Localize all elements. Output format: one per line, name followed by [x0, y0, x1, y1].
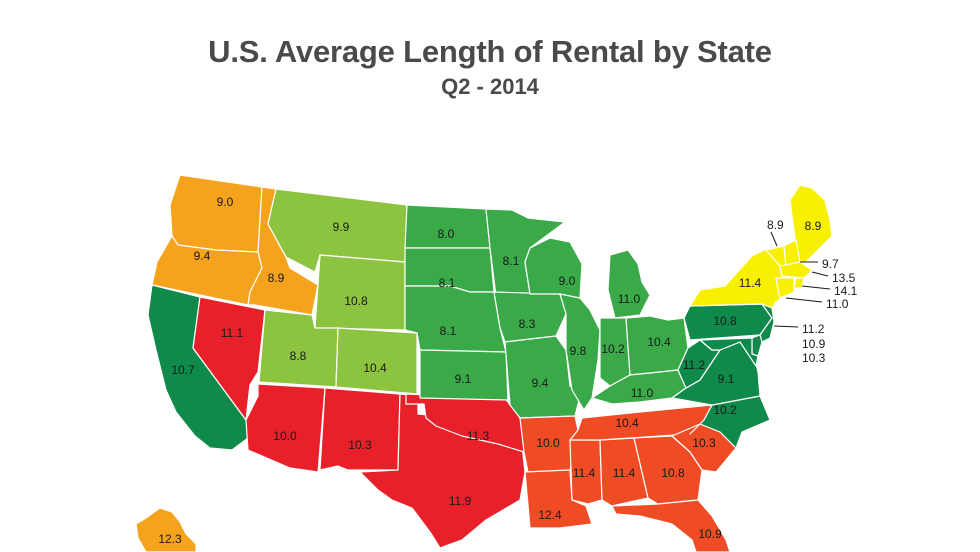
value-label-co: 10.4: [363, 361, 387, 375]
value-label-ny: 11.4: [739, 276, 762, 290]
value-label-tn: 10.4: [615, 416, 639, 430]
state-ok: [405, 393, 525, 453]
value-label-ga: 10.8: [661, 466, 685, 480]
map-subtitle: Q2 - 2014: [441, 74, 539, 99]
value-label-wa: 9.0: [217, 195, 234, 209]
value-label-vt: 8.9: [767, 218, 784, 232]
value-label-de: 10.9: [802, 337, 826, 351]
value-label-tx: 11.9: [449, 494, 472, 508]
state-ak: [135, 507, 197, 552]
value-label-wv: 11.2: [683, 358, 706, 372]
value-label-mo: 9.4: [532, 376, 549, 390]
value-label-al: 11.4: [613, 466, 636, 480]
state-ks: [419, 349, 509, 401]
state-wa: [169, 174, 263, 253]
value-label-mt: 9.9: [333, 220, 350, 234]
value-label-ne: 8.1: [440, 324, 457, 338]
state-ma: [779, 261, 813, 279]
value-label-nj: 11.2: [802, 322, 825, 336]
state-shapes: [135, 174, 833, 552]
state-ny: [689, 247, 786, 309]
value-label-ca: 10.7: [171, 363, 195, 377]
value-label-sd: 8.1: [439, 276, 456, 290]
state-fl: [611, 499, 731, 552]
value-label-nh: 9.7: [822, 257, 839, 271]
value-label-va: 9.1: [718, 372, 735, 386]
state-mi: [607, 249, 651, 319]
value-label-md: 10.3: [802, 351, 826, 365]
value-label-in: 10.2: [601, 342, 625, 356]
value-label-ia: 8.3: [519, 317, 536, 331]
leader-line-ct: [785, 297, 823, 303]
leader-line-ma: [811, 271, 829, 277]
state-nj: [759, 303, 775, 343]
value-label-ct: 11.0: [826, 297, 849, 311]
value-label-id: 8.9: [268, 271, 285, 285]
state-nm: [319, 387, 401, 471]
map-title: U.S. Average Length of Rental by State: [208, 34, 772, 69]
state-wy: [314, 254, 406, 331]
value-label-nm: 10.3: [348, 438, 372, 452]
value-label-oh: 10.4: [647, 335, 671, 349]
state-labels: 9.0 9.4 8.9 12.3 10.7 11.1 9.9 10.8 8.8 10.4 10.0 1…: [158, 195, 857, 546]
value-label-mn: 8.1: [503, 254, 520, 268]
value-label-ma: 13.5: [832, 271, 856, 285]
value-label-ky: 11.0: [631, 386, 654, 400]
value-label-fl: 10.9: [698, 527, 722, 541]
state-md: [699, 337, 759, 367]
value-label-ok: 11.3: [467, 429, 490, 443]
value-label-or: 9.4: [194, 249, 211, 263]
state-ct: [775, 277, 795, 299]
state-ri: [793, 277, 805, 289]
value-label-ms: 11.4: [573, 466, 596, 480]
value-label-ut: 8.8: [290, 349, 307, 363]
leader-line-ri: [801, 285, 831, 290]
value-label-me: 8.9: [805, 219, 822, 233]
value-label-nd: 8.0: [438, 227, 455, 241]
value-label-nc: 10.2: [713, 403, 737, 417]
state-la: [524, 469, 593, 529]
state-az: [245, 383, 326, 473]
state-nc: [689, 395, 771, 449]
leader-line-nj: [773, 325, 799, 328]
value-label-la: 12.4: [538, 508, 562, 522]
state-de: [751, 334, 763, 357]
value-label-ri: 14.1: [834, 284, 858, 298]
value-label-ks: 9.1: [455, 372, 472, 386]
value-label-sc: 10.3: [692, 436, 716, 450]
value-label-wi: 9.0: [559, 274, 576, 288]
value-label-az: 10.0: [273, 429, 297, 443]
value-label-il: 9.8: [570, 344, 587, 358]
value-label-wy: 10.8: [344, 294, 368, 308]
state-ne: [404, 285, 507, 353]
value-label-ak: 12.3: [158, 532, 182, 546]
value-label-ar: 10.0: [536, 436, 560, 450]
state-mo: [504, 335, 581, 419]
leader-line-vt: [770, 231, 778, 247]
value-label-mi: 11.0: [618, 292, 641, 306]
value-label-nv: 11.1: [221, 326, 244, 340]
value-label-pa: 10.8: [713, 314, 737, 328]
